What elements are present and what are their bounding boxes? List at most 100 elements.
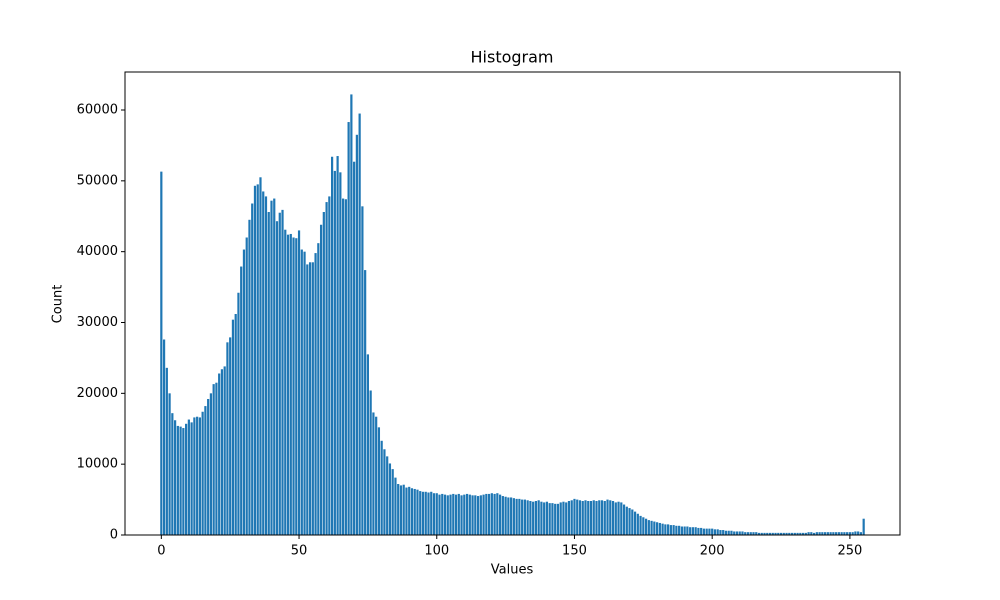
y-tick-label: 30000 (77, 315, 118, 330)
bar (854, 531, 857, 535)
x-tick-label: 200 (700, 544, 725, 559)
bar (355, 134, 358, 536)
bar (565, 502, 568, 535)
y-tick-label: 40000 (77, 244, 118, 259)
bar (251, 203, 254, 535)
bar (460, 495, 463, 535)
bar (499, 494, 502, 535)
bar (372, 412, 375, 535)
bar (377, 427, 381, 535)
bar (700, 527, 703, 535)
bar (581, 501, 584, 535)
bar (543, 502, 546, 535)
bar (644, 518, 648, 535)
bar (410, 488, 414, 535)
bar (270, 200, 273, 536)
bar (642, 517, 645, 535)
bar (752, 532, 755, 535)
bar (416, 489, 419, 535)
bar (162, 339, 166, 535)
bar (818, 532, 821, 535)
bar (840, 532, 843, 535)
bar (443, 494, 447, 535)
bar (589, 501, 593, 535)
bar (587, 501, 590, 535)
bar (733, 531, 736, 535)
bar (848, 532, 852, 535)
bar (240, 266, 243, 535)
bar (694, 527, 697, 535)
bar (724, 530, 728, 535)
bar (779, 532, 783, 535)
bar (248, 219, 251, 535)
bar (730, 530, 733, 535)
bar (421, 491, 425, 535)
bar (209, 393, 213, 535)
bar (559, 502, 562, 535)
bar (691, 527, 695, 535)
bar (427, 492, 430, 535)
bar (286, 234, 290, 535)
bar (815, 532, 818, 535)
bar (664, 524, 667, 535)
bar (474, 495, 477, 535)
bar (567, 501, 571, 535)
bar (179, 426, 182, 535)
bar (857, 531, 860, 535)
bar (526, 500, 529, 535)
bar (719, 530, 722, 535)
bar (548, 503, 551, 535)
bar (650, 520, 653, 535)
bar (361, 206, 364, 535)
bar (510, 497, 513, 535)
bar (603, 501, 606, 535)
bar (275, 221, 279, 535)
bar (165, 367, 168, 535)
bar (785, 532, 788, 535)
bar (452, 493, 455, 535)
bar (218, 373, 221, 535)
bar (325, 202, 328, 535)
bar (487, 493, 491, 535)
bar (507, 497, 510, 535)
bar (413, 488, 416, 535)
bar (595, 501, 598, 535)
bar (242, 249, 246, 535)
bar (843, 532, 846, 535)
bar (207, 399, 210, 535)
bar (229, 337, 232, 535)
chart-title: Histogram (471, 48, 554, 67)
bar (683, 526, 686, 535)
bar (523, 499, 526, 535)
bar (771, 532, 774, 535)
bar (562, 501, 565, 535)
bar (713, 529, 717, 535)
bar (476, 496, 480, 535)
bar (496, 493, 499, 535)
bar (386, 456, 389, 535)
bar (545, 501, 549, 535)
bar (689, 527, 692, 535)
bar (306, 264, 309, 535)
bar (735, 531, 739, 535)
bar (344, 199, 347, 535)
bar (625, 506, 628, 535)
bar (264, 196, 268, 535)
bar (176, 425, 179, 535)
bar (826, 532, 829, 535)
bar (485, 493, 488, 535)
bar (749, 532, 752, 535)
y-tick-label: 10000 (77, 457, 118, 472)
bar (537, 500, 540, 535)
bar (534, 501, 538, 535)
bar (512, 498, 515, 535)
bar (446, 495, 449, 535)
bars (160, 94, 865, 536)
bar (661, 523, 664, 535)
bar (336, 156, 339, 535)
bar (757, 532, 761, 535)
bar (399, 485, 403, 535)
bar (350, 94, 353, 536)
bar (419, 491, 422, 535)
